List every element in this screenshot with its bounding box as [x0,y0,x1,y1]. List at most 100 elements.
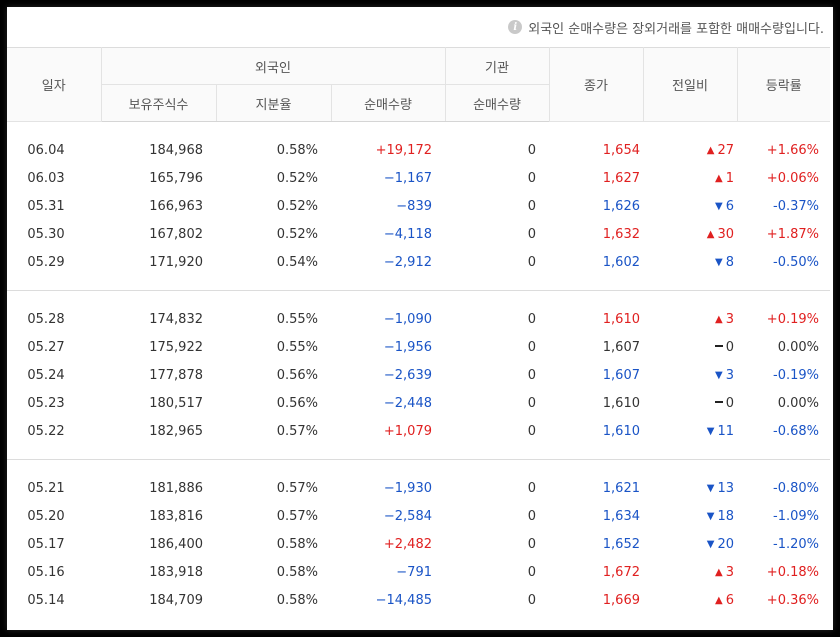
cell-share-ratio: 0.55% [276,339,318,355]
cell-change: ▼ 18 [643,502,737,530]
change-value: 30 [717,226,734,242]
cell-holdings: 183,816 [149,508,203,524]
table-row: 05.16 183,918 0.58% −791 0 1,672 ▲ 3 +0.18% [7,558,830,586]
header-institution: 기관 [445,47,550,85]
cell-close: 1,669 [602,592,640,608]
change-value: 20 [717,536,734,552]
notice-text: 외국인 순매수량은 장외거래를 포함한 매매수량입니다. [528,21,824,37]
cell-close: 1,672 [602,564,640,580]
cell-close: 1,654 [602,142,640,158]
cell-date: 05.21 [27,480,65,496]
cell-rate: -0.19% [773,367,819,383]
cell-holdings: 184,709 [149,592,203,608]
cell-share-ratio: 0.56% [276,395,318,411]
cell-date: 05.20 [27,508,65,524]
cell-close: 1,610 [602,311,640,327]
cell-share-ratio: 0.58% [276,592,318,608]
cell-foreign-net: −4,118 [383,226,432,242]
cell-share-ratio: 0.57% [276,508,318,524]
cell-close: 1,632 [602,226,640,242]
triangle-up-icon: ▲ [715,172,723,184]
cell-date: 05.30 [27,226,65,242]
table-row: 05.23 180,517 0.56% −2,448 0 1,610 0 0.00% [7,389,830,417]
cell-rate: +0.18% [766,564,819,580]
cell-foreign-net: −14,485 [375,592,432,608]
cell-change: ▲ 3 [643,558,737,586]
cell-change: 0 [643,333,737,361]
cell-rate: -0.37% [773,198,819,214]
cell-rate: +0.06% [766,170,819,186]
group-divider [7,290,830,291]
cell-rate: +0.36% [766,592,819,608]
cell-foreign-net: +1,079 [383,423,432,439]
cell-inst-net: 0 [527,226,536,242]
cell-close: 1,610 [602,423,640,439]
change-value: 18 [717,508,734,524]
cell-share-ratio: 0.52% [276,226,318,242]
triangle-down-icon: ▼ [715,200,723,212]
group-spacer [7,460,830,474]
cell-inst-net: 0 [527,198,536,214]
change-value: 8 [725,254,734,270]
dash-icon [714,400,723,403]
cell-holdings: 165,796 [149,170,203,186]
cell-foreign-net: +19,172 [375,142,432,158]
cell-inst-net: 0 [527,564,536,580]
cell-change: ▼ 8 [643,248,737,276]
cell-foreign-net: −1,930 [383,480,432,496]
cell-date: 05.31 [27,198,65,214]
change-value: 11 [717,423,734,439]
cell-change: ▼ 3 [643,361,737,389]
cell-foreign-net: −839 [396,198,432,214]
cell-share-ratio: 0.56% [276,367,318,383]
cell-holdings: 175,922 [149,339,203,355]
cell-date: 05.27 [27,339,65,355]
cell-foreign-net: −1,956 [383,339,432,355]
cell-share-ratio: 0.55% [276,311,318,327]
triangle-down-icon: ▼ [715,369,723,381]
cell-holdings: 167,802 [149,226,203,242]
dash-icon [714,344,723,347]
table-row: 06.03 165,796 0.52% −1,167 0 1,627 ▲ 1 +0.06% [7,164,830,192]
triangle-up-icon: ▲ [715,313,723,325]
triangle-down-icon: ▼ [706,425,715,437]
cell-foreign-net: −1,167 [383,170,432,186]
cell-close: 1,626 [602,198,640,214]
group-spacer [7,445,830,460]
table-body: 06.04 184,968 0.58% +19,172 0 1,654 ▲ 27 +1.66% 0… [7,122,830,629]
cell-change: ▲ 6 [643,586,737,614]
cell-holdings: 183,918 [149,564,203,580]
cell-foreign-net: −2,639 [383,367,432,383]
cell-inst-net: 0 [527,254,536,270]
cell-rate: -0.68% [773,423,819,439]
cell-change: ▼ 11 [643,417,737,445]
header-share-ratio: 지분율 [216,84,332,122]
cell-share-ratio: 0.57% [276,480,318,496]
group-spacer [7,291,830,305]
cell-share-ratio: 0.52% [276,170,318,186]
cell-rate: +1.87% [766,226,819,242]
triangle-up-icon: ▲ [715,566,723,578]
cell-date: 05.29 [27,254,65,270]
cell-foreign-net: −791 [396,564,432,580]
table-row: 05.27 175,922 0.55% −1,956 0 1,607 0 0.00% [7,333,830,361]
cell-rate: -1.09% [773,508,819,524]
cell-share-ratio: 0.58% [276,564,318,580]
triangle-down-icon: ▼ [715,256,723,268]
table-row: 05.17 186,400 0.58% +2,482 0 1,652 ▼ 20 -1.20% [7,530,830,558]
group-spacer [7,614,830,628]
cell-holdings: 182,965 [149,423,203,439]
cell-foreign-net: +2,482 [383,536,432,552]
header-holdings: 보유주식수 [101,84,217,122]
cell-date: 05.17 [27,536,65,552]
cell-holdings: 177,878 [149,367,203,383]
group-divider [7,459,830,460]
cell-date: 06.03 [27,170,65,186]
cell-foreign-net: −2,912 [383,254,432,270]
cell-date: 05.24 [27,367,65,383]
cell-close: 1,621 [602,480,640,496]
table-row: 05.21 181,886 0.57% −1,930 0 1,621 ▼ 13 -0.80% [7,474,830,502]
header-rate: 등락률 [737,47,830,122]
change-value: 6 [725,198,734,214]
header-change: 전일비 [643,47,738,122]
